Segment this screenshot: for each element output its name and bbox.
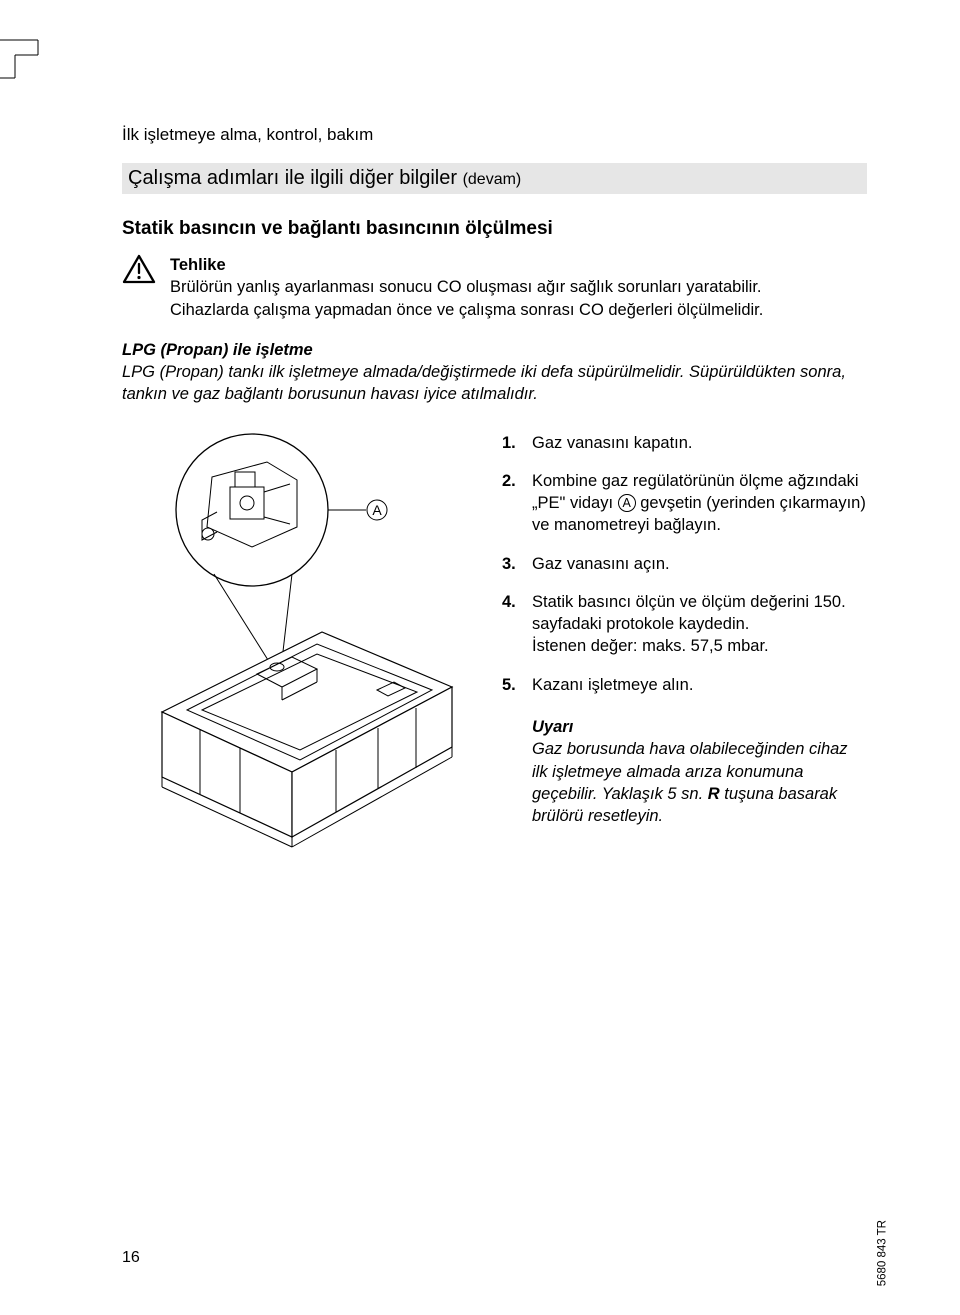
lpg-title: LPG (Propan) ile işletme: [122, 341, 313, 359]
document-id: 5680 843 TR: [876, 1220, 888, 1286]
step-number: 1.: [502, 432, 524, 454]
warning-block: Tehlike Brülörün yanlış ayarlanması sonu…: [122, 254, 867, 321]
step-1: 1. Gaz vanasını kapatın.: [502, 432, 867, 454]
step-number: 5.: [502, 674, 524, 696]
figure-and-steps: A: [122, 432, 867, 857]
step-4: 4. Statik basıncı ölçün ve ölçüm değerin…: [502, 591, 867, 658]
breadcrumb: İlk işletmeye alma, kontrol, bakım: [122, 125, 867, 145]
note-block: Uyarı Gaz borusunda hava olabileceğinden…: [502, 712, 867, 827]
section-continuation: (devam): [463, 171, 522, 188]
callout-ref-a: A: [618, 494, 636, 512]
page-content: İlk işletmeye alma, kontrol, bakım Çalış…: [122, 125, 867, 857]
step-text: Kazanı işletmeye alın.: [532, 674, 867, 696]
steps-column: 1. Gaz vanasını kapatın. 2. Kombine gaz …: [502, 432, 867, 857]
warning-body: Brülörün yanlış ayarlanması sonucu CO ol…: [170, 278, 763, 318]
step-text: Statik basıncı ölçün ve ölçüm değerini 1…: [532, 591, 867, 658]
step-2: 2. Kombine gaz regülatörünün ölçme ağzın…: [502, 470, 867, 537]
step-number: 3.: [502, 553, 524, 575]
step-3: 3. Gaz vanasını açın.: [502, 553, 867, 575]
note-label: Uyarı: [532, 718, 573, 736]
lpg-body: LPG (Propan) tankı ilk işletmeye almada/…: [122, 363, 846, 403]
lpg-block: LPG (Propan) ile işletme LPG (Propan) ta…: [122, 339, 867, 406]
subheading: Statik basıncın ve bağlantı basıncının ö…: [122, 218, 867, 240]
callout-label: A: [372, 502, 382, 518]
section-title-bar: Çalışma adımları ile ilgili diğer bilgil…: [122, 163, 867, 194]
section-title: Çalışma adımları ile ilgili diğer bilgil…: [128, 167, 457, 189]
page-number: 16: [122, 1249, 140, 1267]
warning-text: Tehlike Brülörün yanlış ayarlanması sonu…: [170, 254, 763, 321]
step-text: Kombine gaz regülatörünün ölçme ağzındak…: [532, 470, 867, 537]
corner-decoration: [0, 28, 55, 83]
step-text: Gaz vanasını açın.: [532, 553, 867, 575]
step-text: Gaz vanasını kapatın.: [532, 432, 867, 454]
figure-column: A: [122, 432, 472, 857]
note-body: Uyarı Gaz borusunda hava olabileceğinden…: [532, 716, 867, 827]
step-number: 2.: [502, 470, 524, 537]
warning-icon: [122, 254, 156, 284]
step-5: 5. Kazanı işletmeye alın.: [502, 674, 867, 696]
warning-label: Tehlike: [170, 256, 226, 274]
step-number: 4.: [502, 591, 524, 658]
technical-diagram: A: [122, 432, 472, 852]
